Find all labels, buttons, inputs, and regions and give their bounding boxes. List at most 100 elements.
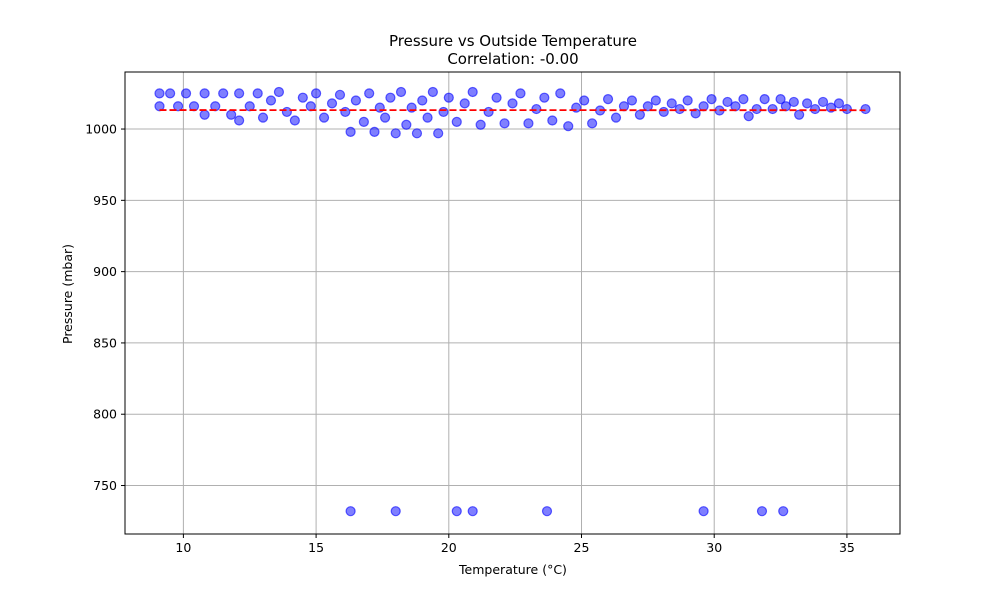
scatter-point [423,113,432,122]
x-tick-label: 15 [308,540,324,555]
y-tick-label: 850 [93,335,117,350]
scatter-point [548,116,557,125]
scatter-point [346,127,355,136]
x-tick-label: 35 [839,540,855,555]
y-tick-label: 750 [93,478,117,493]
scatter-point [604,95,613,104]
scatter-point [516,89,525,98]
scatter-point [476,120,485,129]
x-axis-label: Temperature (°C) [458,562,567,577]
scatter-point [452,117,461,126]
scatter-point [779,507,788,516]
scatter-point [635,110,644,119]
scatter-point [320,113,329,122]
plot-frame [125,72,900,534]
scatter-point [219,89,228,98]
scatter-point [298,93,307,102]
scatter-point [752,105,761,114]
scatter-point [460,99,469,108]
scatter-point [439,107,448,116]
scatter-point [200,89,209,98]
scatter-point [182,89,191,98]
scatter-point [803,99,812,108]
scatter-point [200,110,209,119]
scatter-point [627,96,636,105]
scatter-point [811,105,820,114]
scatter-point [418,96,427,105]
scatter-point [768,105,777,114]
x-tick-label: 25 [574,540,590,555]
x-tick-label: 20 [441,540,457,555]
scatter-point [444,93,453,102]
scatter-point [235,89,244,98]
scatter-point [744,112,753,121]
scatter-point [391,507,400,516]
scatter-point [402,120,411,129]
chart-subtitle: Correlation: -0.00 [447,50,578,68]
scatter-point [412,129,421,138]
y-tick-label: 800 [93,407,117,422]
scatter-point [819,97,828,106]
scatter-point [543,507,552,516]
scatter-point [359,117,368,126]
scatter-point [259,113,268,122]
scatter-point [699,507,708,516]
scatter-point [861,105,870,114]
scatter-point [588,119,597,128]
scatter-point [834,99,843,108]
points-layer [155,87,870,515]
scatter-point [508,99,517,108]
scatter-point [484,107,493,116]
scatter-point [580,96,589,105]
scatter-point [757,507,766,516]
scatter-point [842,105,851,114]
scatter-point [564,122,573,131]
scatter-point [612,113,621,122]
scatter-point [328,99,337,108]
scatter-point [500,119,509,128]
scatter-point [540,93,549,102]
scatter-point [166,89,175,98]
scatter-point [312,89,321,98]
scatter-point [397,87,406,96]
x-tick-label: 30 [706,540,722,555]
scatter-point [235,116,244,125]
scatter-point [739,95,748,104]
scatter-point [659,107,668,116]
scatter-point [391,129,400,138]
y-tick-label: 950 [93,193,117,208]
scatter-point [227,110,236,119]
scatter-point [707,95,716,104]
scatter-point [760,95,769,104]
ticks-layer: 10 15 20 25 30 35 750 800 850 900 950 1000 [85,122,855,555]
scatter-point [789,97,798,106]
scatter-point [434,129,443,138]
scatter-point [428,87,437,96]
scatter-point [795,110,804,119]
scatter-point [253,89,262,98]
scatter-point [335,90,344,99]
y-tick-label: 900 [93,264,117,279]
scatter-point [492,93,501,102]
scatter-point [365,89,374,98]
scatter-point [667,99,676,108]
scatter-point [351,96,360,105]
scatter-point [468,507,477,516]
scatter-point [651,96,660,105]
scatter-point [290,116,299,125]
scatter-point [556,89,565,98]
y-tick-label: 1000 [85,122,117,137]
scatter-point [341,107,350,116]
scatter-point [370,127,379,136]
scatter-point [452,507,461,516]
scatter-point [274,87,283,96]
scatter-point [524,119,533,128]
scatter-point [683,96,692,105]
scatter-point [386,93,395,102]
x-tick-label: 10 [175,540,191,555]
scatter-point [381,113,390,122]
scatter-point [468,87,477,96]
scatter-point [282,107,291,116]
